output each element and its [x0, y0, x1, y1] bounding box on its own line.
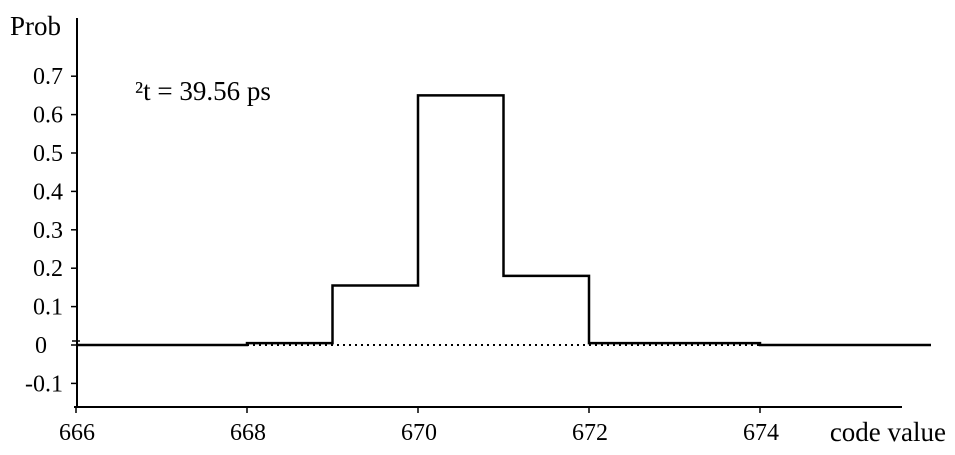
y-tick-label: 0.4 [33, 179, 63, 205]
x-tick-label: 670 [401, 420, 437, 446]
y-tick-label: -0.1 [25, 371, 63, 397]
y-tick-label: 0.3 [33, 218, 63, 244]
y-tick-label: 0.2 [33, 256, 63, 282]
x-tick-label: 666 [59, 420, 95, 446]
y-tick-label: 0 [35, 333, 47, 359]
probability-step-series [76, 94, 931, 347]
y-tick-label: 0.1 [33, 295, 63, 321]
plot-area [76, 94, 931, 347]
axes: 0.7 0.6 0.5 0.4 0.3 0.2 0.1 0 -0.1 666 668 670 672 67… [25, 18, 902, 446]
y-tick-label: 0.5 [33, 141, 63, 167]
x-tick-label: 668 [230, 420, 266, 446]
y-tick-label: 0.7 [33, 64, 63, 90]
x-axis-title: code value [830, 417, 946, 447]
x-tick-label: 672 [572, 420, 608, 446]
y-tick-label: 0.6 [33, 103, 63, 129]
annotation-label: ²t = 39.56 ps [135, 76, 271, 106]
labels: Prob code value ²t = 39.56 ps [10, 11, 946, 447]
x-tick-label: 674 [743, 420, 779, 446]
y-axis-title: Prob [10, 11, 61, 41]
